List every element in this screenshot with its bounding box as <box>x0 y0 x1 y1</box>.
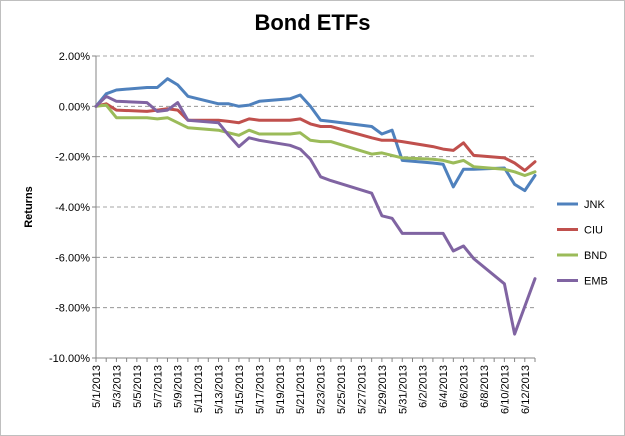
legend-label-ciu: CIU <box>584 225 603 237</box>
y-axis-label: Returns <box>23 186 35 228</box>
x-tick-label: 5/7/2013 <box>152 365 164 408</box>
x-tick-label: 5/3/2013 <box>111 365 123 408</box>
x-tick-label: 6/12/2013 <box>520 365 532 414</box>
legend-label-bnd: BND <box>584 250 607 262</box>
x-tick-labels: 5/1/2013 5/3/2013 5/5/2013 5/7/2013 5/9/2013… <box>91 365 532 414</box>
x-tick-label: 5/29/2013 <box>377 365 389 414</box>
axes <box>92 55 536 362</box>
y-tick-label: -8.00% <box>55 303 90 315</box>
x-tick-label: 6/8/2013 <box>479 365 491 408</box>
y-tick-label: -10.00% <box>49 353 90 365</box>
series-line-jnk <box>94 77 537 193</box>
y-tick-labels: 2.00% 0.00% -2.00% -4.00% -6.00% -8.00% -10.00… <box>49 51 90 365</box>
x-tick-label: 6/6/2013 <box>459 365 471 408</box>
x-tick-label: 5/13/2013 <box>214 365 226 414</box>
y-tick-label: 2.00% <box>59 51 90 63</box>
legend-label-jnk: JNK <box>584 199 605 211</box>
y-tick-label: 0.00% <box>59 101 90 113</box>
x-tick-label: 5/5/2013 <box>132 365 144 408</box>
x-tick-label: 5/15/2013 <box>234 365 246 414</box>
x-tick-label: 5/27/2013 <box>356 365 368 414</box>
x-tick-label: 6/4/2013 <box>438 365 450 408</box>
x-tick-label: 5/21/2013 <box>295 365 307 414</box>
x-tick-label: 5/17/2013 <box>254 365 266 414</box>
y-tick-label: -4.00% <box>55 202 90 214</box>
series-line-emb <box>94 94 537 336</box>
x-tick-label: 5/23/2013 <box>316 365 328 414</box>
x-tick-label: 5/11/2013 <box>193 365 205 413</box>
gridlines <box>96 55 535 309</box>
x-tick-label: 5/31/2013 <box>397 365 409 414</box>
y-tick-label: -6.00% <box>55 252 90 264</box>
x-tick-label: 6/2/2013 <box>418 365 430 408</box>
y-tick-label: -2.00% <box>55 152 90 164</box>
x-tick-label: 5/1/2013 <box>91 365 103 408</box>
legend: JNK CIU BND EMB <box>557 199 608 288</box>
x-tick-label: 5/25/2013 <box>336 365 348 414</box>
legend-label-emb: EMB <box>584 276 608 288</box>
series-line-bnd <box>94 103 537 177</box>
chart-title: Bond ETFs <box>254 10 371 35</box>
x-tick-label: 5/9/2013 <box>173 365 185 408</box>
x-tick-label: 5/19/2013 <box>275 365 287 414</box>
x-tick-label: 6/10/2013 <box>499 365 511 414</box>
series-lines <box>94 77 537 336</box>
